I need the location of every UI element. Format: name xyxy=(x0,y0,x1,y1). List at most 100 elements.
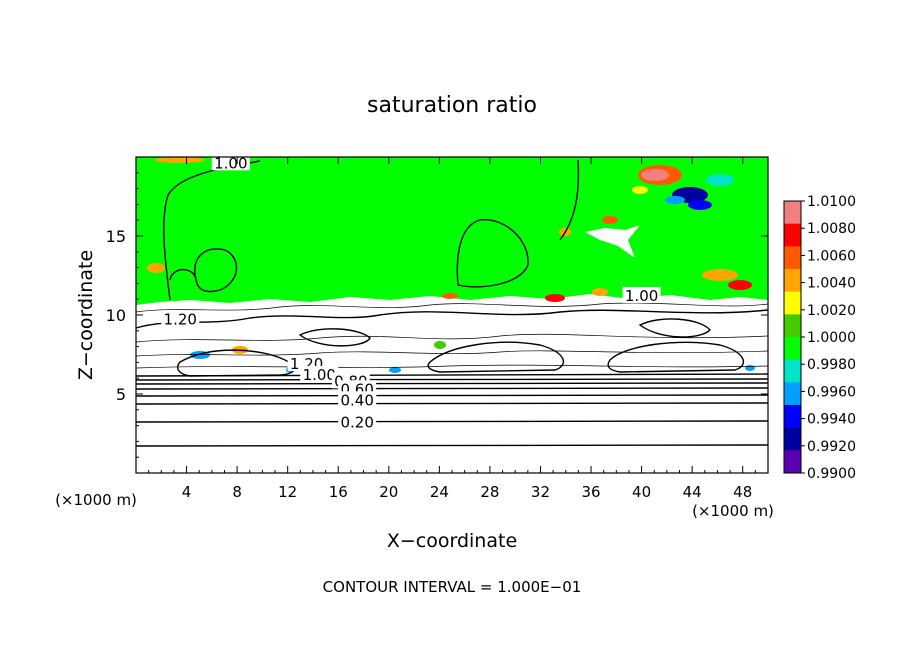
contour-label-bg xyxy=(161,310,200,327)
colorbar-swatch xyxy=(784,405,801,429)
colorbar-label: 0.9900 xyxy=(807,466,856,482)
contour-line xyxy=(136,373,768,377)
y-tick-label: 15 xyxy=(106,227,126,246)
x-tick-label: 28 xyxy=(480,483,499,501)
contour-label-bg xyxy=(211,157,250,171)
contour-label: 1.00 xyxy=(214,154,247,172)
contour-line xyxy=(136,382,768,385)
anomaly-patch xyxy=(434,341,446,349)
contour-lines-thin xyxy=(136,302,768,369)
x-tick-label: 44 xyxy=(683,483,702,501)
anomaly-patch xyxy=(147,263,165,273)
colorbar-swatch xyxy=(784,382,801,406)
colorbar-swatch xyxy=(784,246,801,270)
colorbar-label: 1.0100 xyxy=(807,194,856,210)
contour-line xyxy=(136,402,768,405)
anomaly-patch xyxy=(155,157,205,163)
colorbar-swatch xyxy=(784,314,801,338)
contour-lines xyxy=(136,159,768,447)
contour-line xyxy=(136,444,768,447)
x-tick-label: 12 xyxy=(278,483,297,501)
contour-line xyxy=(136,333,768,343)
colorbar-label: 0.9960 xyxy=(807,384,856,400)
contour-line xyxy=(427,341,565,373)
contour-label-bg xyxy=(338,413,377,430)
contour-label: 1.00 xyxy=(303,366,336,384)
anomaly-patch xyxy=(632,186,648,194)
contour-line xyxy=(456,219,529,288)
colorbar-swatch xyxy=(784,269,801,293)
x-tick-label: 36 xyxy=(581,483,600,501)
x-unit-label-left: (×1000 m) xyxy=(55,491,137,509)
anomaly-patch xyxy=(592,288,608,296)
x-tick-label: 8 xyxy=(232,483,242,501)
contour-label-bg xyxy=(622,287,661,304)
contour-label-bg xyxy=(300,366,339,383)
contour-line xyxy=(136,378,768,381)
colorbar-label: 1.0020 xyxy=(807,303,856,319)
colorbar-label: 1.0040 xyxy=(807,276,856,292)
contour-label: 1.00 xyxy=(625,287,658,305)
y-tick-label: 10 xyxy=(106,306,126,325)
x-tick-label: 48 xyxy=(733,483,752,501)
x-tick-label: 20 xyxy=(379,483,398,501)
anomaly-patch xyxy=(702,269,738,281)
colorbar-swatch xyxy=(784,223,801,247)
contour-line xyxy=(136,420,768,423)
contour-labels: 1.001.201.201.000.800.600.400.201.00 xyxy=(161,154,661,431)
y-tick-label: 5 xyxy=(116,385,126,404)
colorbar-swatch xyxy=(784,450,801,474)
colorbar-label: 1.0000 xyxy=(807,330,856,346)
colorbar-label: 0.9920 xyxy=(807,439,856,455)
colorbar: 1.0100 1.0080 1.0060 1.0040 1.0020 1.0000 0.99… xyxy=(783,194,856,482)
field-layer xyxy=(136,157,768,473)
anomaly-patch xyxy=(389,367,401,373)
contour-line xyxy=(194,248,238,293)
contour-line xyxy=(136,394,768,397)
colorbar-swatch xyxy=(784,201,801,225)
colorbar-label: 1.0080 xyxy=(807,221,856,237)
colorbar-label: 0.9940 xyxy=(807,412,856,428)
plot-area: 1.001.201.201.000.800.600.400.201.00 481… xyxy=(106,154,769,501)
contour-line xyxy=(136,309,768,329)
contour-label: 0.40 xyxy=(340,391,373,409)
anomaly-patch xyxy=(688,200,712,210)
colorbar-swatch xyxy=(784,359,801,383)
contour-line xyxy=(136,364,768,369)
colorbar-label: 1.0060 xyxy=(807,248,856,264)
contour-line xyxy=(607,341,745,373)
y-axis-ticks: 5 10 15 xyxy=(106,172,768,458)
color-anomalies xyxy=(147,157,755,373)
x-tick-label: 24 xyxy=(430,483,449,501)
colorbar-swatch xyxy=(784,337,801,361)
colorbar-swatch xyxy=(784,427,801,451)
anomaly-patch xyxy=(728,280,752,290)
contour-interval-note: CONTOUR INTERVAL = 1.000E−01 xyxy=(323,578,582,596)
contour-line xyxy=(169,268,197,281)
chart-title: saturation ratio xyxy=(367,93,537,118)
anomaly-patch xyxy=(745,365,755,371)
x-tick-label: 40 xyxy=(632,483,651,501)
y-axis-label: Z−coordinate xyxy=(75,250,97,380)
x-tick-label: 16 xyxy=(329,483,348,501)
x-tick-label: 4 xyxy=(182,483,192,501)
contour-label-bg xyxy=(338,391,377,408)
contour-label: 0.20 xyxy=(340,413,373,431)
x-axis-label: X−coordinate xyxy=(387,530,517,552)
contour-line xyxy=(136,302,768,313)
anomaly-patch xyxy=(641,169,669,181)
contour-line xyxy=(559,159,580,241)
anomaly-patch xyxy=(706,174,734,186)
colorbar-swatch xyxy=(784,291,801,315)
unsaturated-patch xyxy=(585,225,640,258)
anomaly-patch xyxy=(665,196,685,204)
anomaly-patch xyxy=(545,294,565,302)
contour-line xyxy=(136,350,768,357)
contour-line xyxy=(298,328,371,347)
contour-line xyxy=(136,387,768,390)
colorbar-label: 0.9980 xyxy=(807,357,856,373)
anomaly-patch xyxy=(442,293,458,299)
x-unit-label-right: (×1000 m) xyxy=(692,502,774,520)
contour-label: 1.20 xyxy=(164,311,197,329)
